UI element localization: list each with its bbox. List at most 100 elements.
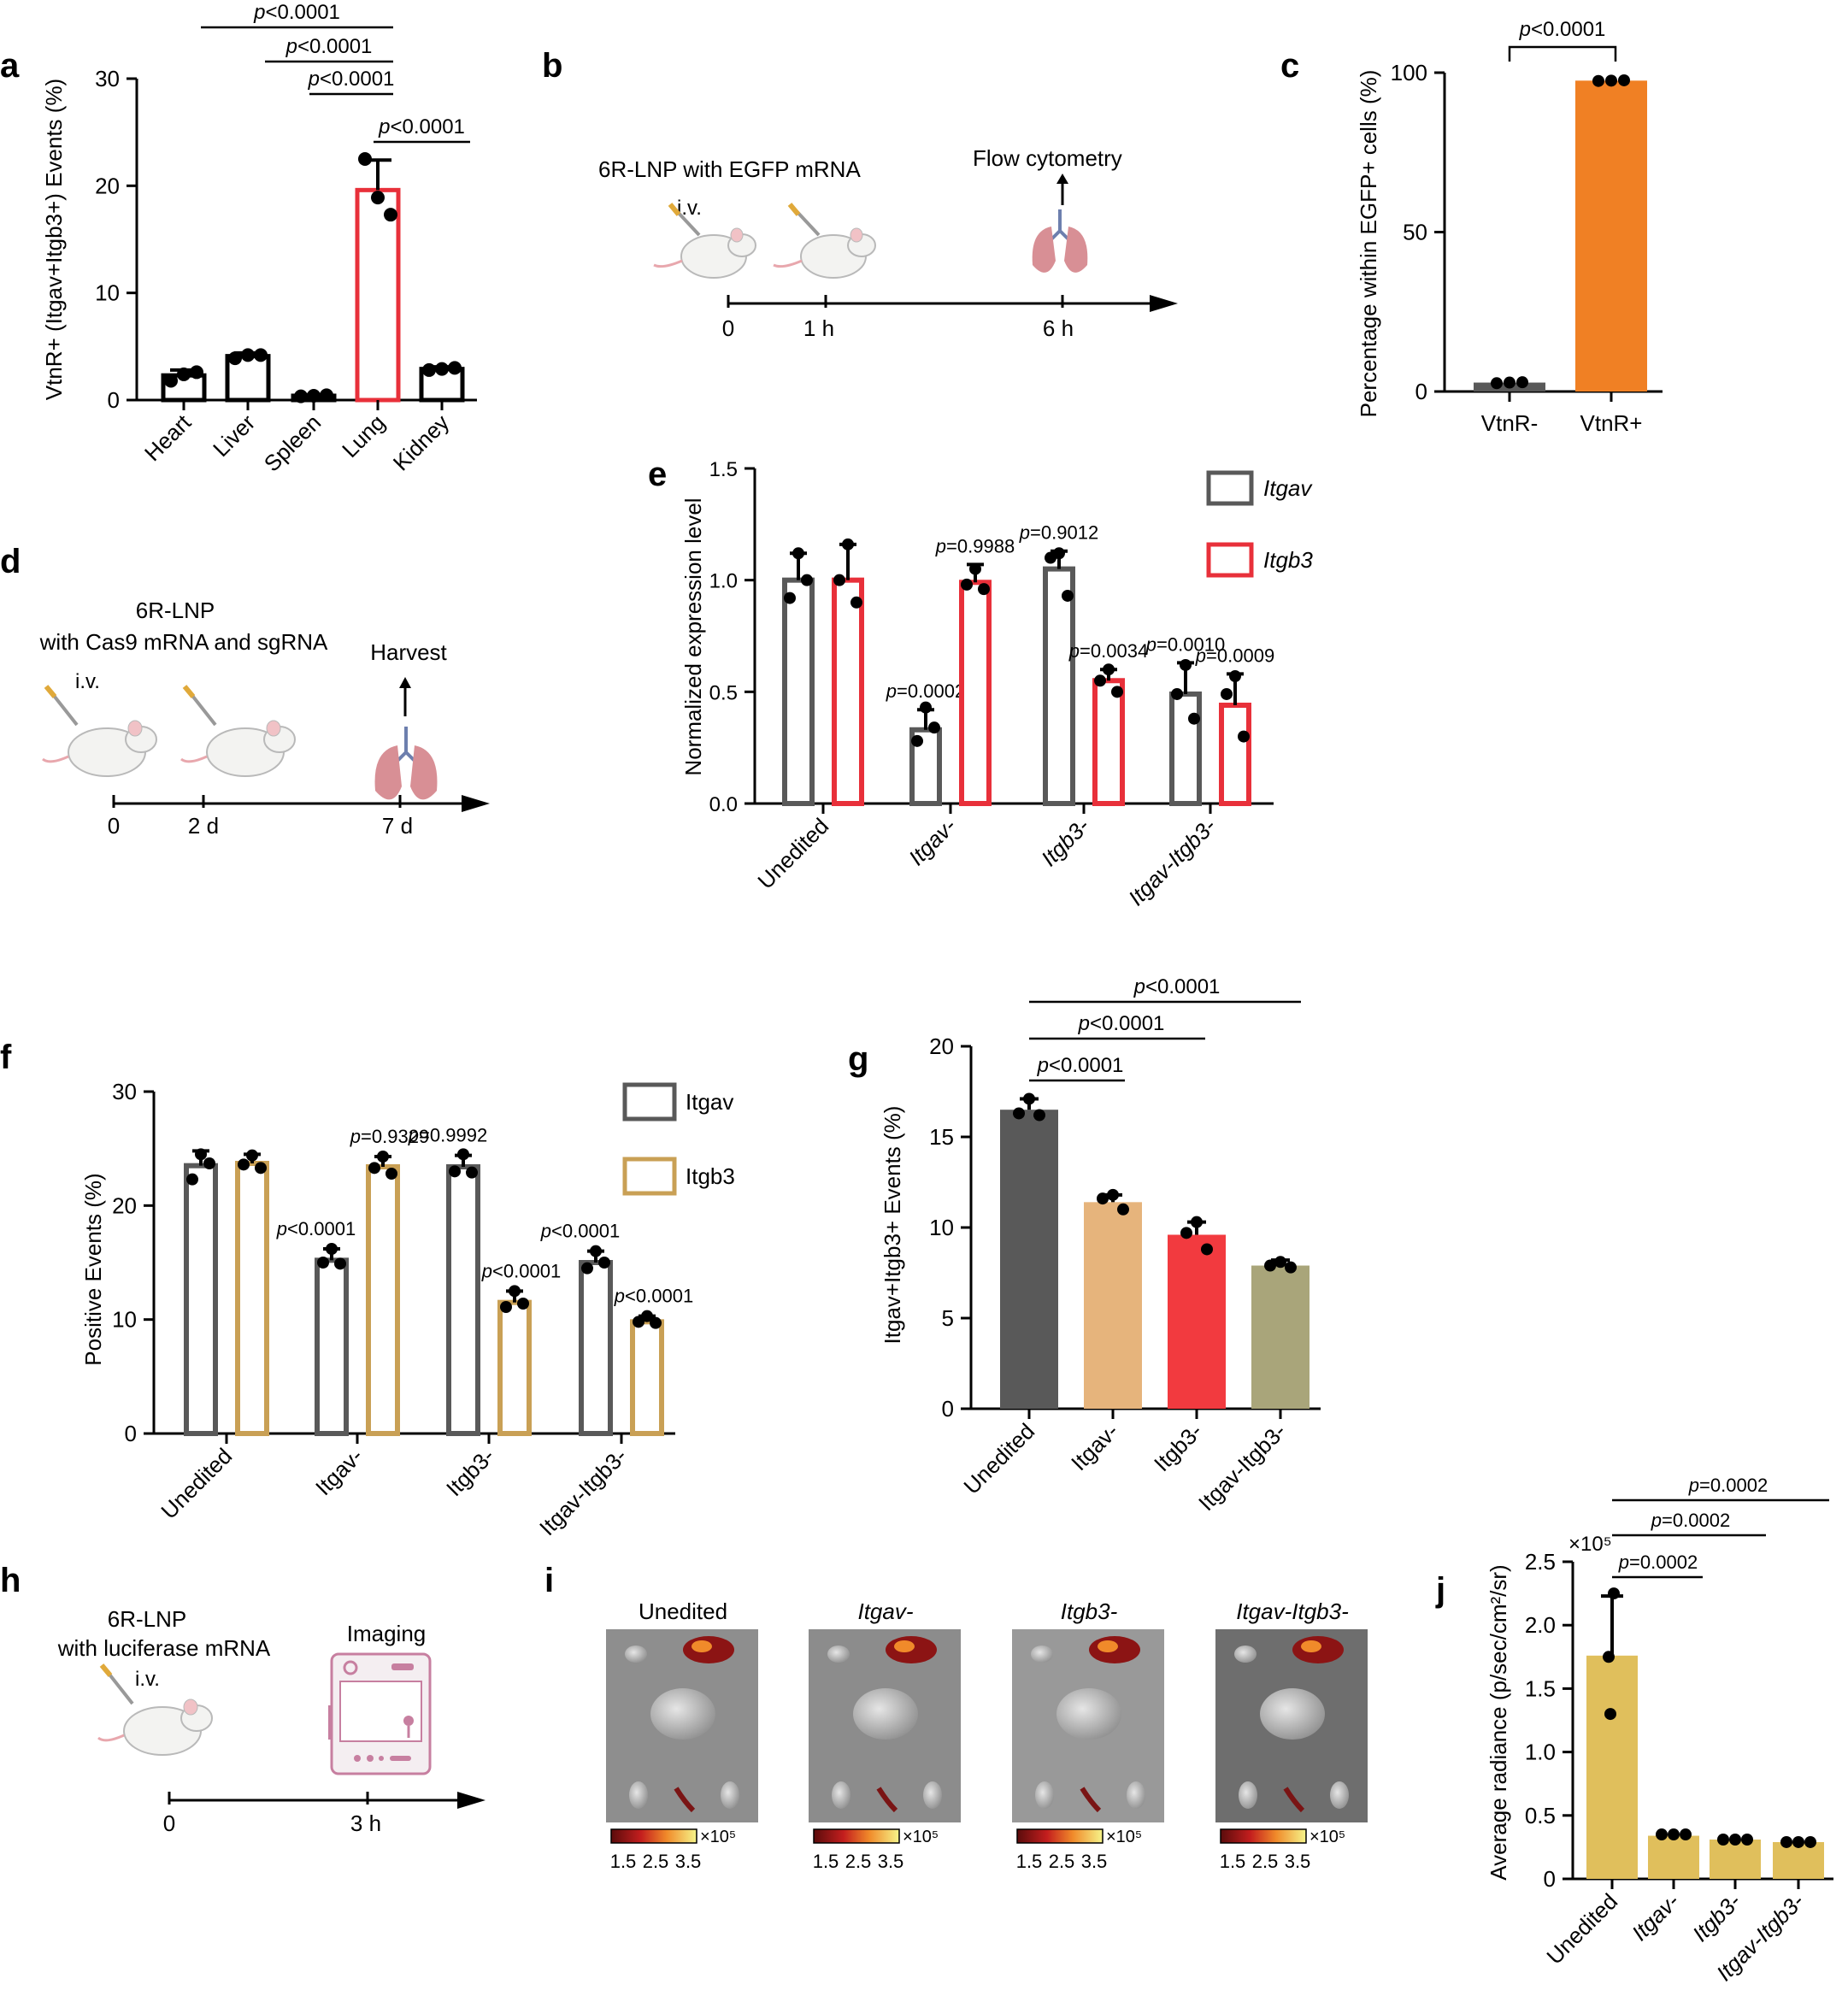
- data-point: [384, 208, 397, 222]
- schematic-b-t0: 0: [722, 315, 734, 341]
- p-value-label: p=0.9988: [935, 535, 1015, 556]
- x-tick-label: Itgav-: [310, 1443, 368, 1500]
- imager-icon: [328, 1652, 432, 1775]
- x-tick-label: Spleen: [259, 409, 326, 476]
- x-tick-label: Itgb3-: [1687, 1888, 1745, 1946]
- schematic-d-readout: Harvest: [370, 639, 447, 665]
- x-tick-label: Heart: [139, 409, 197, 466]
- bar: [1219, 703, 1251, 806]
- data-point: [317, 1257, 329, 1269]
- kidney-organ: [832, 1781, 850, 1809]
- y-tick-label: 0: [1415, 379, 1427, 404]
- imaging-title: Itgb3-: [1061, 1598, 1118, 1624]
- data-point: [1603, 1651, 1615, 1663]
- bar: [315, 1257, 349, 1437]
- data-point: [294, 389, 308, 403]
- x-tick-label: Kidney: [388, 409, 454, 475]
- data-point: [449, 1165, 461, 1178]
- y-axis-title: Positive Events (%): [80, 1173, 106, 1365]
- data-point: [1656, 1828, 1668, 1841]
- imaging-title: Itgav-: [857, 1598, 913, 1624]
- chart-f: 0 10 20 30 Unedited p<0.0001 p=0.9329 Itgav-p=0…: [80, 1079, 735, 1540]
- bar: [1092, 678, 1125, 806]
- colorbar: [1016, 1828, 1104, 1844]
- data-point: [500, 1301, 512, 1313]
- y-tick-label: 0.5: [709, 681, 738, 704]
- data-point: [334, 1257, 346, 1270]
- bar: [1000, 1110, 1058, 1409]
- colorbar-tick: 3.5: [878, 1851, 904, 1872]
- data-point: [186, 1173, 198, 1186]
- chart-j: 0 0.5 1.0 1.5 2.0 2.5 ×10⁵ Unedited Itgav- Itgb3-…: [1486, 1475, 1833, 1986]
- spleen-organ: [1283, 1787, 1305, 1813]
- x-tick-label: Lung: [337, 409, 390, 462]
- panel-label-e: e: [648, 456, 667, 493]
- p-value-label: p=0.9329: [350, 1126, 429, 1147]
- data-point: [1013, 1107, 1025, 1120]
- data-point: [1604, 1708, 1616, 1721]
- liver-organ: [853, 1688, 918, 1740]
- data-point: [1741, 1833, 1753, 1846]
- bar: [1648, 1835, 1699, 1879]
- bar: [1586, 1655, 1638, 1879]
- colorbar-tick: 1.5: [610, 1851, 637, 1872]
- data-point: [1717, 1833, 1729, 1846]
- colorbar-tick: 2.5: [1049, 1851, 1075, 1872]
- data-point: [1201, 1243, 1213, 1256]
- data-point: [1062, 589, 1074, 602]
- bar: [1710, 1839, 1761, 1879]
- significance-bracket: [1508, 45, 1617, 62]
- data-point: [320, 388, 333, 403]
- data-point: [1285, 1261, 1297, 1274]
- p-value-label: p=0.9992: [408, 1125, 487, 1146]
- data-point: [1491, 377, 1503, 390]
- colorbar-tick: 3.5: [1285, 1851, 1311, 1872]
- y-tick-label: 30: [112, 1079, 137, 1104]
- p-value-label: p<0.0001: [1519, 18, 1606, 41]
- lung-signal-hot: [1301, 1640, 1321, 1652]
- spleen-organ: [1080, 1787, 1102, 1813]
- bar: [1084, 1202, 1142, 1409]
- data-point: [1618, 74, 1630, 86]
- colorbar-tick: 1.5: [813, 1851, 839, 1872]
- y-tick-label: 20: [929, 1033, 954, 1059]
- data-point: [833, 574, 845, 586]
- data-point: [633, 1316, 644, 1328]
- data-point: [1045, 551, 1056, 564]
- x-tick-label: Unedited: [156, 1443, 237, 1524]
- schematic-h-t0: 0: [163, 1810, 175, 1836]
- data-point: [241, 348, 255, 362]
- bar: [446, 1164, 480, 1436]
- schematic-h-readout: Imaging: [347, 1621, 427, 1646]
- x-tick-label: Itgav-: [1066, 1418, 1123, 1475]
- p-value-label: p=0.0034: [1068, 640, 1148, 662]
- y-tick-label: 1.5: [709, 458, 738, 481]
- panel-label-c: c: [1280, 47, 1299, 85]
- y-tick-label: 10: [929, 1215, 954, 1240]
- data-point: [377, 1151, 389, 1163]
- p-value-label: p=0.9012: [1019, 522, 1098, 544]
- data-point: [1180, 658, 1192, 671]
- bar: [366, 1164, 400, 1436]
- p-value-label: p=0.0002: [886, 680, 965, 702]
- y-tick-label: 2.5: [1525, 1549, 1556, 1575]
- lung-signal-hot: [692, 1640, 712, 1652]
- lung-icon: [1032, 209, 1088, 273]
- x-tick-label: Unedited: [1541, 1888, 1622, 1969]
- y-tick-label: 5: [942, 1305, 954, 1331]
- lung-signal-hot: [1098, 1640, 1118, 1652]
- data-point: [307, 388, 321, 403]
- data-point: [1792, 1835, 1804, 1848]
- data-point: [164, 374, 178, 388]
- schematic-h-agent1: 6R-LNP: [108, 1606, 186, 1632]
- kidney-organ: [629, 1781, 648, 1809]
- data-point: [1107, 1188, 1119, 1201]
- imaging-title: Unedited: [639, 1598, 727, 1624]
- schematic-b-readout: Flow cytometry: [973, 145, 1122, 171]
- colorbar: [813, 1828, 900, 1844]
- schematic-d-t1: 2 d: [188, 813, 219, 839]
- chart-c: 0 50 100 VtnR- VtnR+ Percentage within EGFP+ …: [1356, 18, 1663, 436]
- x-tick-label: Itgb3-: [441, 1443, 499, 1501]
- x-tick-label: Itgb3-: [1149, 1418, 1207, 1476]
